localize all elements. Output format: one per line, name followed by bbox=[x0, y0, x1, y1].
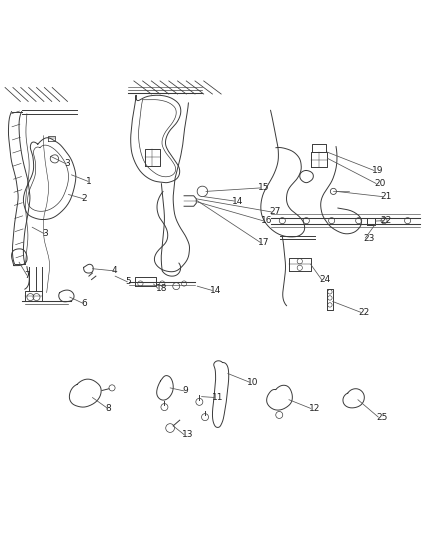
Text: 25: 25 bbox=[376, 413, 388, 422]
Text: 12: 12 bbox=[308, 404, 320, 413]
Text: 11: 11 bbox=[212, 393, 224, 402]
Text: 3: 3 bbox=[42, 229, 48, 238]
Text: 5: 5 bbox=[125, 277, 131, 286]
Text: 8: 8 bbox=[106, 404, 111, 413]
Text: 2: 2 bbox=[81, 195, 87, 203]
Text: 9: 9 bbox=[182, 386, 187, 395]
Text: 24: 24 bbox=[319, 275, 331, 284]
Text: 19: 19 bbox=[372, 166, 383, 175]
Text: 6: 6 bbox=[81, 299, 87, 308]
Text: 22: 22 bbox=[359, 308, 370, 317]
Text: 17: 17 bbox=[258, 238, 270, 247]
Text: 27: 27 bbox=[269, 207, 281, 216]
Text: 13: 13 bbox=[182, 430, 194, 439]
Text: 4: 4 bbox=[112, 266, 118, 276]
Text: 23: 23 bbox=[363, 233, 374, 243]
Text: 18: 18 bbox=[155, 284, 167, 293]
Text: 1: 1 bbox=[86, 177, 92, 186]
Text: 14: 14 bbox=[232, 197, 244, 206]
Text: 15: 15 bbox=[258, 183, 270, 192]
Text: 7: 7 bbox=[25, 271, 31, 280]
Text: 10: 10 bbox=[247, 378, 259, 387]
Text: 3: 3 bbox=[64, 159, 70, 168]
Text: 20: 20 bbox=[374, 179, 385, 188]
Text: 14: 14 bbox=[210, 286, 222, 295]
Text: 22: 22 bbox=[381, 216, 392, 225]
Text: 16: 16 bbox=[261, 216, 272, 225]
Text: 21: 21 bbox=[381, 192, 392, 201]
